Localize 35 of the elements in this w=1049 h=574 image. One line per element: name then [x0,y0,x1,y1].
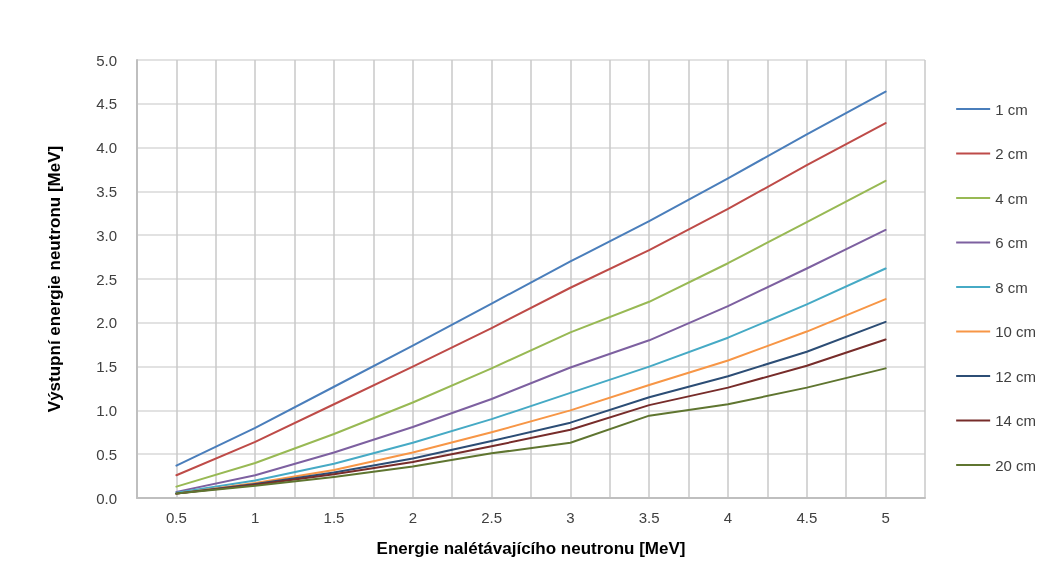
x-tick-label: 3.5 [638,509,660,526]
legend-label: 1 cm [995,100,1028,118]
legend-label: 6 cm [995,234,1028,251]
legend-label: 4 cm [995,189,1028,207]
y-tick-label: 3.5 [96,182,117,200]
x-axis-title: Energie nalétávajícího neutronu [MeV] [376,539,686,558]
y-tick-label: 3.0 [96,226,117,244]
y-axis-title: Výstupní energie neutronu [MeV] [45,145,64,413]
legend-label: 20 cm [995,456,1037,474]
legend-label: 2 cm [995,145,1028,162]
legend-label: 8 cm [995,278,1028,296]
x-tick-label: 1 [251,509,260,526]
y-tick-label: 4.5 [96,95,117,113]
x-tick-label: 3 [566,509,575,526]
line-series [175,367,887,495]
x-tick-label: 2 [408,509,417,526]
y-tick-label: 1.0 [96,401,117,419]
y-tick-label: 1.5 [96,358,117,376]
x-tick-label: 0.5 [165,509,187,526]
y-tick-label: 2.0 [96,314,117,332]
legend-label: 10 cm [995,323,1037,340]
x-tick-label: 4.5 [796,509,818,526]
y-tick-label: 0.0 [96,489,117,507]
y-tick-label: 2.5 [96,270,117,288]
line-series [175,228,887,493]
x-tick-label: 1.5 [323,509,345,526]
y-tick-label: 0.5 [96,445,117,463]
legend-label: 12 cm [995,367,1037,385]
line-series [175,179,887,488]
x-tick-label: 5 [881,509,890,526]
x-tick-label: 4 [723,509,733,526]
x-tick-label: 2.5 [481,509,503,526]
legend-label: 14 cm [995,412,1037,429]
y-tick-label: 5.0 [96,51,117,69]
y-tick-label: 4.0 [96,139,117,157]
